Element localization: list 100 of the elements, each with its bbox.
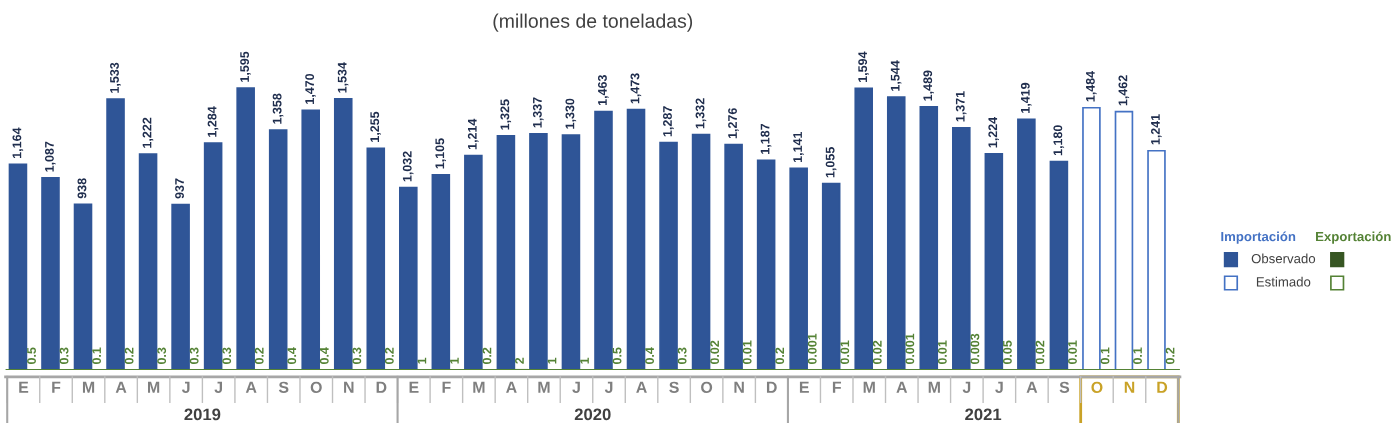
data-label: 0.01 [937, 340, 947, 365]
x-tick-label: M [473, 381, 485, 393]
x-tick-label: E [409, 381, 419, 393]
data-label: 938 [77, 178, 87, 199]
x-tick-label: A [1026, 381, 1038, 393]
text: 2019 [184, 408, 221, 421]
x-tick-label: A [896, 381, 908, 393]
x-tick-label: N [1124, 381, 1135, 393]
data-label: 1,595 [240, 51, 251, 82]
text: Exportación [1316, 231, 1391, 244]
data-label: 1,187 [760, 123, 772, 154]
x-tick-label: S [1059, 381, 1070, 393]
x-tick-label: D [376, 381, 387, 393]
data-label: 0.001 [905, 333, 915, 365]
x-tick-label: J [181, 381, 190, 393]
x-tick-label: M [863, 381, 875, 393]
data-label: 0.3 [222, 347, 232, 365]
data-label: 0.01 [742, 340, 752, 365]
x-tick-label: S [669, 381, 679, 393]
x-tick-label: M [928, 381, 940, 393]
data-label: 0.001 [807, 333, 817, 365]
data-label: 1,358 [272, 93, 284, 124]
data-label: 1,484 [1085, 70, 1097, 102]
data-label: 0.003 [970, 333, 980, 365]
x-tick-label: J [962, 381, 971, 393]
data-label: 1,371 [955, 91, 967, 122]
x-tick-label: M [538, 381, 550, 393]
data-label: 0.01 [1068, 340, 1077, 365]
data-label: 0.3 [59, 347, 69, 365]
text: 2020 [574, 408, 611, 421]
x-tick-label: A [506, 381, 517, 393]
x-tick-label: J [604, 381, 613, 393]
x-tick-label: D [1157, 381, 1168, 393]
data-label: 1,032 [402, 151, 414, 182]
data-label: 1,489 [923, 70, 934, 101]
data-label: 1,180 [1053, 125, 1065, 156]
data-label: 1,544 [890, 60, 902, 91]
data-label: 1,325 [500, 99, 512, 130]
x-tick-label: F [442, 381, 451, 393]
data-label: 1 [580, 357, 589, 364]
data-label: 1,255 [370, 111, 381, 142]
data-label: 0.2 [124, 347, 134, 365]
data-label: 0.3 [189, 347, 199, 365]
data-label: 2 [515, 357, 524, 364]
data-label: 1,087 [44, 141, 56, 172]
x-tick-label: N [344, 381, 354, 393]
data-label: 1,463 [597, 75, 609, 106]
x-tick-label: N [734, 381, 744, 393]
x-tick-label: A [636, 381, 647, 393]
x-tick-label: E [799, 381, 809, 393]
data-label: 1,534 [337, 62, 349, 93]
legend-label: Observado [1251, 253, 1316, 264]
data-label: 0.4 [645, 347, 655, 364]
x-tick-label: O [310, 381, 322, 393]
data-label: 0.3 [352, 347, 362, 365]
data-label: 1,105 [435, 138, 447, 169]
data-label: 0.2 [775, 347, 785, 365]
data-label: 0.5 [27, 347, 36, 364]
data-label: 1,164 [12, 127, 24, 158]
x-tick-label: M [82, 381, 95, 393]
data-label: 1,214 [467, 118, 479, 150]
data-label: 1,287 [663, 106, 674, 137]
x-tick-label: E [19, 381, 29, 393]
x-tick-label: F [52, 381, 61, 393]
data-label: 0.2 [384, 347, 394, 365]
data-label: 0.4 [319, 347, 329, 364]
data-label: 0.02 [710, 340, 720, 365]
data-label: 1,224 [988, 116, 1000, 148]
data-label: 1,284 [207, 106, 219, 137]
data-label: 1,276 [728, 108, 739, 139]
x-tick-label: A [245, 381, 257, 393]
x-tick-label: O [1091, 381, 1103, 393]
chart-title: (millones de toneladas) [493, 13, 693, 32]
data-label: 0.2 [482, 347, 492, 365]
data-label: 0.5 [612, 347, 622, 364]
data-label: 937 [175, 178, 184, 199]
data-label: 0.05 [1002, 340, 1012, 365]
data-label: 1 [417, 357, 427, 364]
data-label: 1,222 [142, 117, 154, 148]
x-tick-label: M [148, 381, 160, 393]
data-label: 1,241 [1150, 114, 1162, 145]
data-label: 0.02 [1035, 340, 1045, 365]
x-tick-label: A [115, 381, 127, 393]
data-label: 1,419 [1020, 82, 1032, 113]
x-tick-label: O [701, 381, 713, 393]
data-label: 1 [450, 357, 459, 364]
data-label: 0.2 [254, 347, 264, 365]
data-label: 0.02 [872, 340, 882, 365]
x-tick-label: J [214, 381, 223, 393]
legend-label: Estimado [1256, 276, 1311, 287]
data-label: 1,337 [532, 97, 544, 128]
data-label: 1,141 [793, 131, 804, 163]
data-label: 0.3 [157, 347, 167, 365]
data-label: 0.3 [677, 347, 687, 365]
data-label: 1,470 [305, 73, 316, 104]
data-label: 1,462 [1118, 75, 1130, 106]
x-tick-label: F [832, 381, 842, 393]
data-label: 0.2 [1165, 347, 1175, 365]
data-label: 0.1 [92, 347, 102, 365]
data-label: 1,055 [825, 147, 837, 178]
